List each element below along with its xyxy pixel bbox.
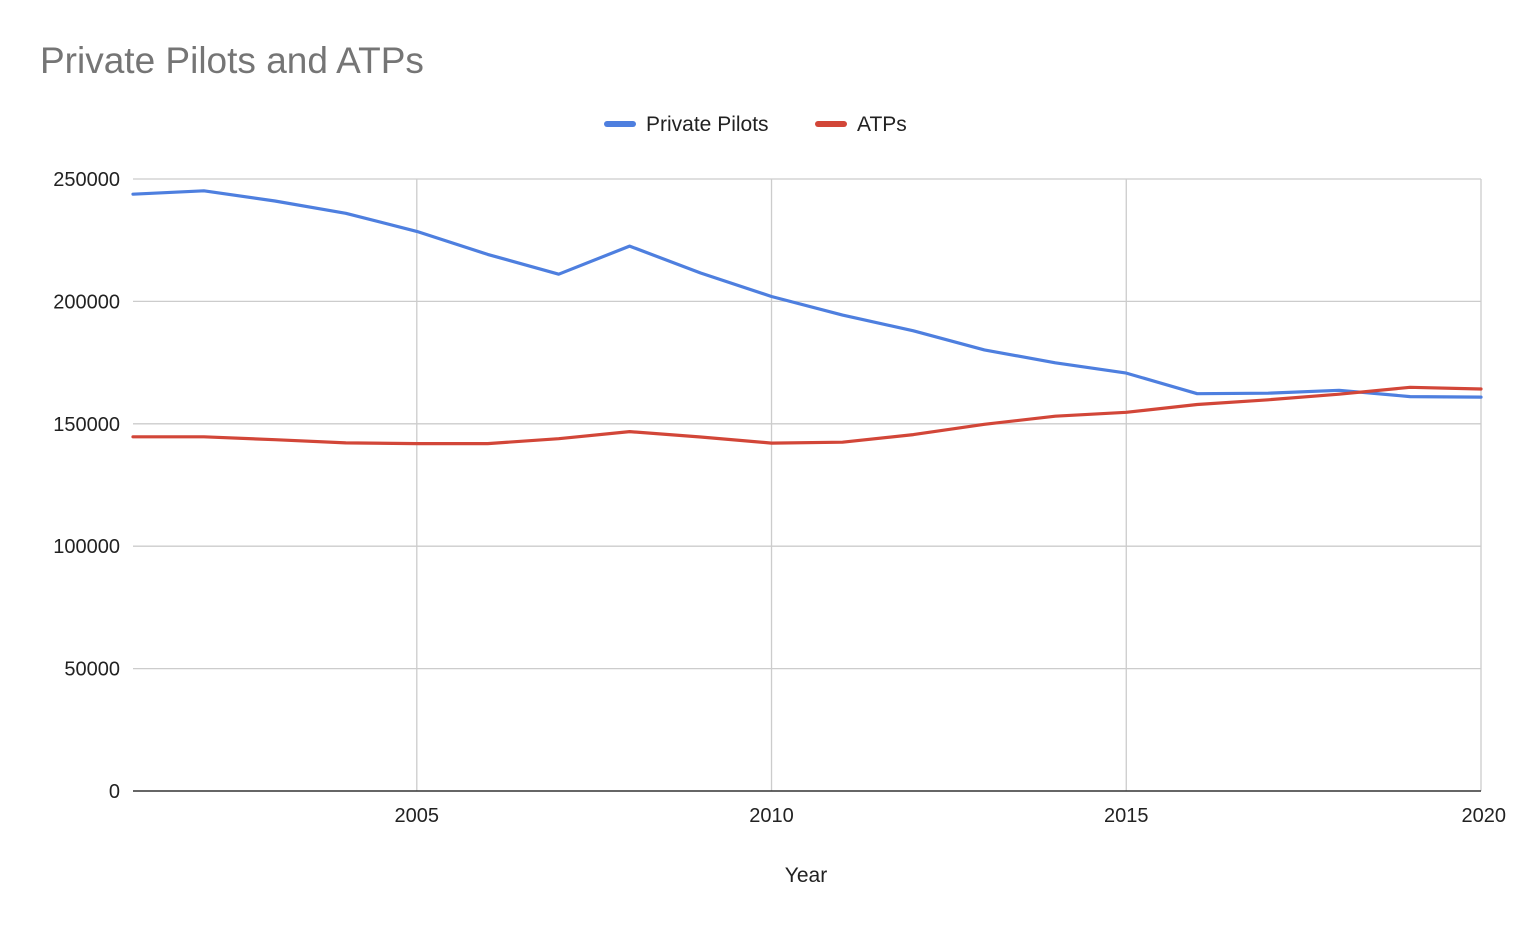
gridlines [133,178,1482,792]
legend: Private Pilots ATPs [604,113,907,136]
y-tick-label: 0 [109,781,120,803]
legend-label: ATPs [857,113,907,136]
y-tick-label: 200000 [53,291,120,313]
y-tick-label: 100000 [53,536,120,558]
x-axis-label: Year [785,864,827,887]
y-tick-label: 250000 [53,169,120,191]
x-tick-label: 2015 [1104,805,1149,827]
series-line-atps [131,385,1483,446]
x-tick-label: 2005 [395,805,440,827]
chart-title: Private Pilots and ATPs [40,40,424,81]
x-tick-label: 2010 [749,805,794,827]
y-tick-label: 50000 [64,659,120,681]
x-tick-label: 2020 [1462,805,1507,827]
x-axis-ticks: 2005 2010 2015 2020 [395,805,1506,827]
y-axis-ticks: 0 50000 100000 150000 200000 250000 [53,169,120,803]
legend-label: Private Pilots [646,113,769,136]
y-tick-label: 150000 [53,414,120,436]
series-line-private-pilots [131,189,1483,399]
series-layer [131,189,1483,446]
